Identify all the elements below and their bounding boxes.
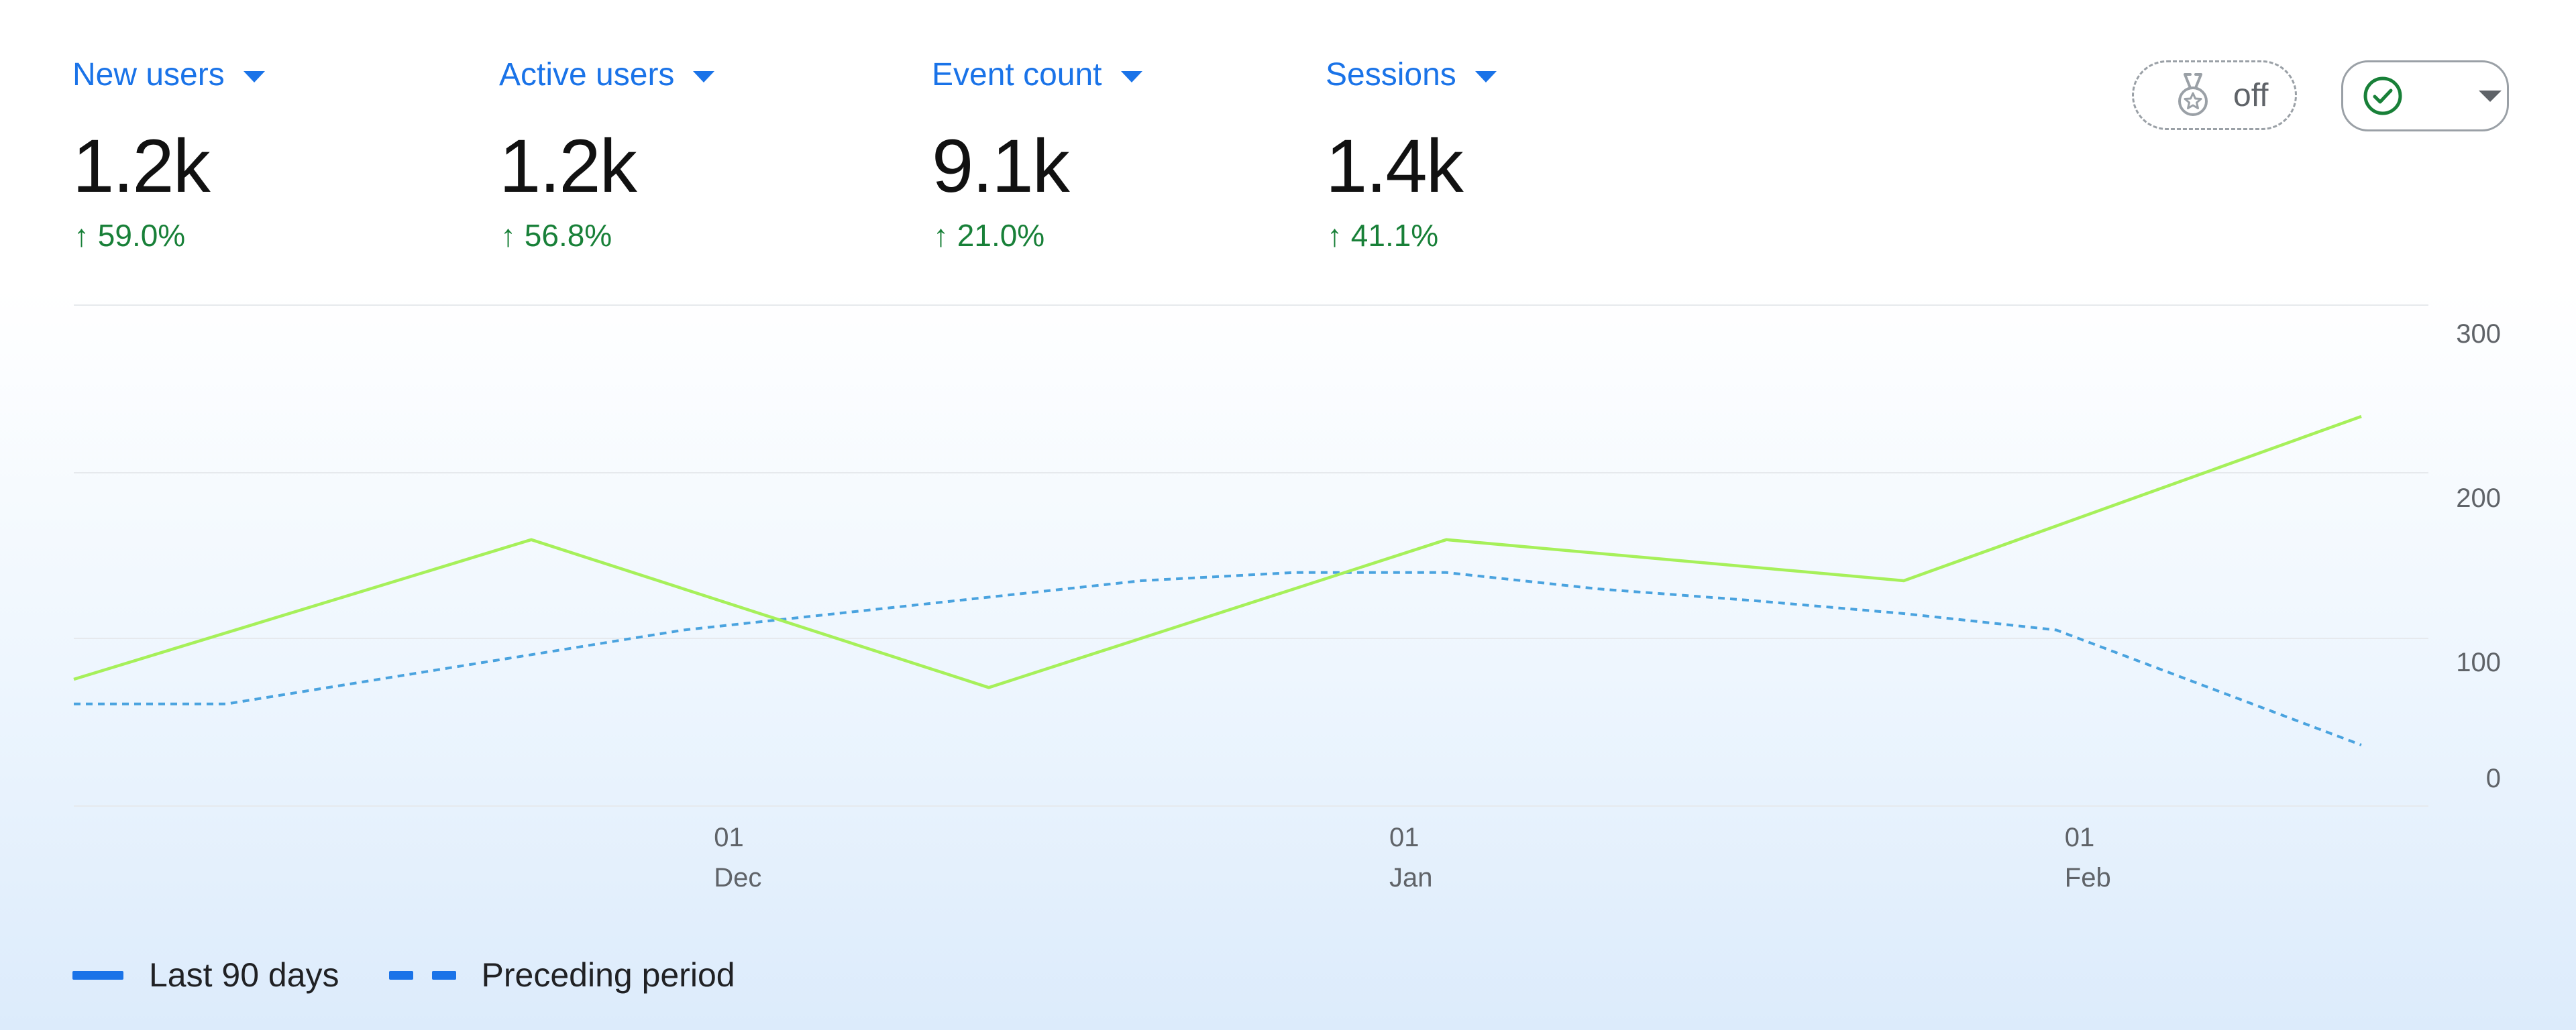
metric-label: Event count	[932, 57, 1102, 93]
metric-selector-active-users[interactable]: Active users	[499, 56, 715, 93]
metric-sessions: Sessions 1.4k ↑ 41.1%	[1326, 56, 1497, 253]
x-tick-month: Dec	[714, 863, 761, 893]
legend-item-last-90-days[interactable]: Last 90 days	[72, 956, 339, 994]
benchmark-toggle[interactable]: off	[2132, 60, 2297, 130]
legend-label: Last 90 days	[149, 956, 339, 994]
benchmark-toggle-text: off	[2233, 77, 2269, 113]
dropdown-caret-icon[interactable]	[1120, 71, 1142, 82]
dropdown-caret-icon[interactable]	[693, 71, 715, 82]
x-tick-month: Jan	[1389, 863, 1433, 893]
medal-icon	[2178, 73, 2208, 116]
metric-value: 1.4k	[1326, 124, 1464, 208]
metric-change: ↑ 56.8%	[500, 218, 612, 253]
chevron-down-icon[interactable]	[2479, 90, 2502, 102]
legend-item-preceding-period[interactable]: Preceding period	[388, 956, 735, 994]
legend-label: Preceding period	[481, 956, 735, 994]
dropdown-caret-icon[interactable]	[1474, 71, 1497, 82]
metric-event-count: Event count 9.1k ↑ 21.0%	[932, 56, 1142, 253]
metric-change: ↑ 41.1%	[1327, 218, 1439, 253]
metric-selector-new-users[interactable]: New users	[72, 56, 265, 93]
metric-change: ↑ 21.0%	[933, 218, 1045, 253]
x-tick-day: 01	[714, 823, 744, 852]
metric-value: 1.2k	[72, 124, 211, 208]
x-tick-day: 01	[1389, 823, 1419, 852]
y-tick-label: 0	[2486, 764, 2501, 793]
legend-solid-line-icon	[72, 970, 123, 980]
chart-grid	[74, 304, 2428, 807]
dropdown-caret-icon[interactable]	[243, 71, 265, 82]
y-tick-label: 200	[2456, 483, 2501, 513]
status-dropdown[interactable]	[2341, 60, 2509, 131]
chart-series	[73, 414, 2362, 746]
series-line-preceding-period	[74, 571, 2362, 746]
series-line-last-90-days	[73, 414, 2362, 689]
metric-selector-sessions[interactable]: Sessions	[1326, 56, 1497, 93]
metric-value: 9.1k	[932, 124, 1070, 208]
metric-active-users: Active users 1.2k ↑ 56.8%	[499, 56, 715, 253]
metric-label: New users	[72, 57, 225, 93]
x-tick-month: Feb	[2065, 863, 2111, 893]
metric-selector-event-count[interactable]: Event count	[932, 56, 1142, 93]
y-tick-label: 300	[2456, 319, 2501, 349]
legend-dashed-line-icon	[388, 970, 456, 980]
check-circle-icon	[2363, 76, 2402, 115]
metric-value: 1.2k	[499, 124, 637, 208]
metric-new-users: New users 1.2k ↑ 59.0%	[72, 56, 265, 253]
metric-change: ↑ 59.0%	[74, 218, 186, 253]
metric-label: Active users	[499, 57, 675, 93]
y-tick-label: 100	[2456, 648, 2501, 677]
chart-legend: Last 90 days Preceding period	[72, 956, 785, 994]
x-axis: 01 Dec 01 Jan 01 Feb	[714, 823, 2110, 893]
metric-label: Sessions	[1326, 57, 1456, 93]
line-chart: 300 200 100 0 01 Dec 01 Jan 01 Feb	[73, 304, 2501, 893]
x-tick-day: 01	[2065, 823, 2095, 852]
y-axis: 300 200 100 0	[2456, 319, 2501, 793]
